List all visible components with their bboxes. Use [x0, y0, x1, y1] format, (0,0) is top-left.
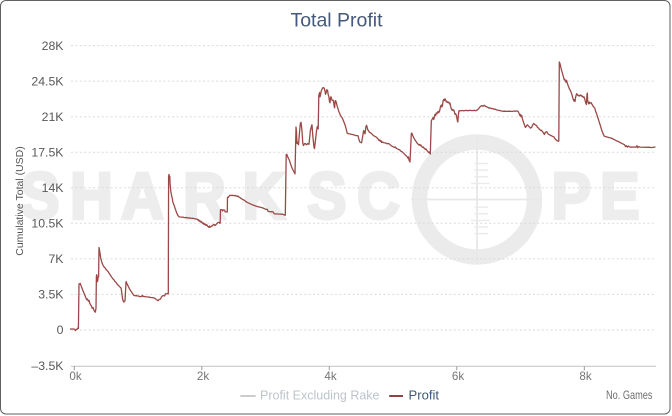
svg-text:Cumulative Total (USD): Cumulative Total (USD) — [14, 146, 26, 256]
svg-text:K: K — [243, 160, 286, 234]
svg-text:No. Games: No. Games — [606, 388, 653, 402]
svg-text:28K: 28K — [42, 39, 65, 53]
svg-text:Total Profit: Total Profit — [290, 9, 383, 31]
svg-text:7K: 7K — [48, 252, 64, 266]
svg-text:–3.5K: –3.5K — [31, 359, 64, 373]
svg-text:21K: 21K — [42, 110, 65, 124]
svg-text:6k: 6k — [452, 370, 464, 383]
svg-text:3.5K: 3.5K — [38, 288, 64, 302]
svg-text:17.5K: 17.5K — [31, 145, 64, 159]
svg-text:0: 0 — [57, 323, 64, 337]
svg-text:8k: 8k — [579, 370, 591, 383]
svg-text:Profit: Profit — [409, 388, 440, 403]
svg-text:14K: 14K — [42, 181, 65, 195]
svg-text:24.5K: 24.5K — [31, 74, 64, 88]
svg-text:H: H — [70, 160, 113, 234]
svg-text:E: E — [600, 160, 640, 234]
svg-text:Profit Excluding Rake: Profit Excluding Rake — [260, 388, 380, 403]
svg-text:P: P — [552, 160, 592, 234]
svg-text:4k: 4k — [324, 370, 336, 383]
svg-text:C: C — [357, 160, 400, 234]
svg-text:10.5K: 10.5K — [31, 217, 64, 231]
svg-text:A: A — [121, 160, 164, 234]
svg-text:0k: 0k — [69, 370, 81, 383]
svg-text:S: S — [307, 160, 347, 234]
svg-text:S: S — [20, 160, 60, 234]
svg-text:2k: 2k — [197, 370, 209, 383]
